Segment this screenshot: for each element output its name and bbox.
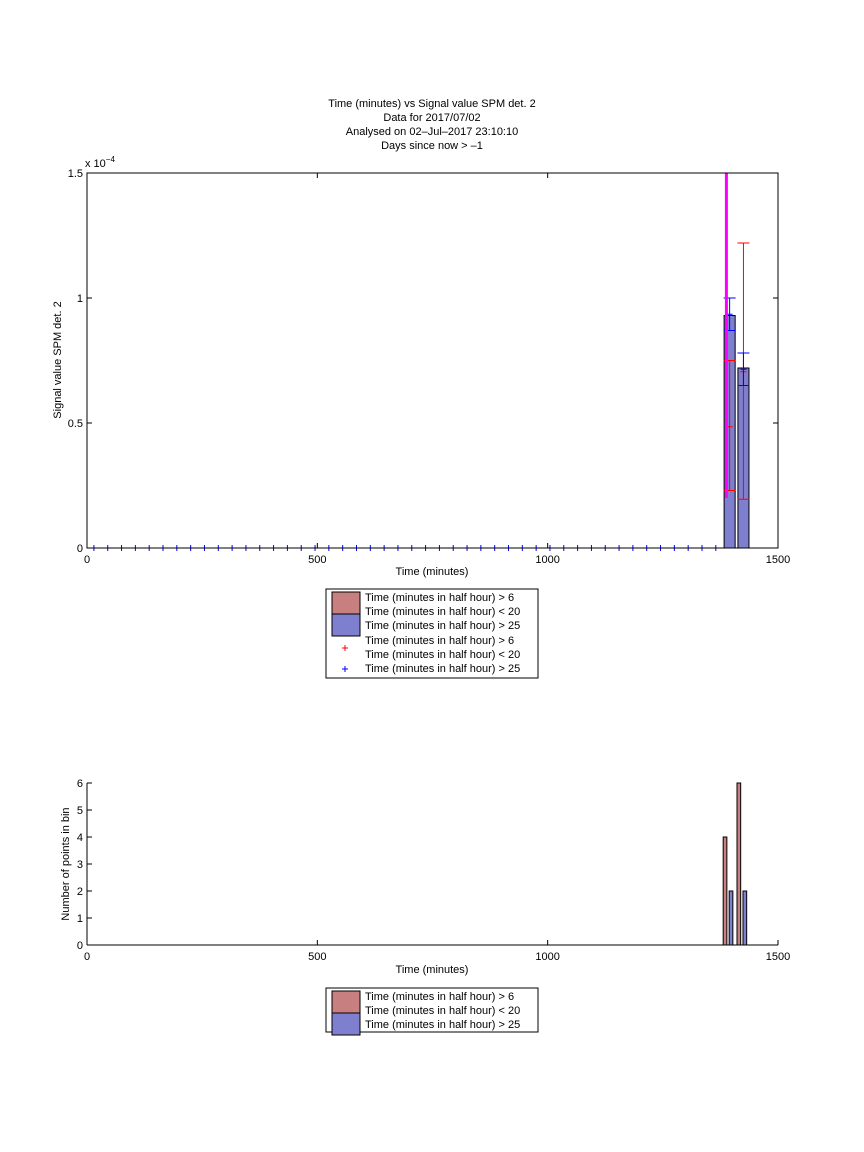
legend2-entry-2: Time (minutes in half hour) < 20 [365, 1005, 520, 1017]
x-tick-label: 500 [308, 951, 326, 963]
y-tick-label: 3 [77, 859, 83, 871]
y-tick-label: 1.5 [68, 168, 83, 180]
y-tick-label: 0.5 [68, 418, 83, 430]
legend2-entry-1: Time (minutes in half hour) > 6 [365, 991, 514, 1003]
count-chart-ticks: 0 500 1000 1500 0 1 2 3 4 5 6 [77, 778, 790, 963]
signal-chart-ylabel: Signal value SPM det. 2 [52, 301, 64, 418]
x-tick-label: 1500 [766, 951, 790, 963]
count-chart-legend: Time (minutes in half hour) > 6 Time (mi… [325, 987, 539, 1036]
x-tick-label: 0 [84, 951, 90, 963]
y-tick-label: 0 [77, 543, 83, 555]
legend2-swatch-red [331, 990, 361, 1014]
y-tick-label: 1 [77, 913, 83, 925]
legend-entry-5: Time (minutes in half hour) < 20 [365, 649, 520, 661]
x-tick-label: 1000 [535, 554, 559, 566]
legend2-swatch-blue [331, 1012, 361, 1036]
legend-entry-1: Time (minutes in half hour) > 6 [365, 592, 514, 604]
y-tick-label: 0 [77, 940, 83, 952]
legend-entry-4: Time (minutes in half hour) > 6 [365, 635, 514, 647]
count-chart-axes [86, 783, 778, 946]
figure-title: Time (minutes) vs Signal value SPM det. … [328, 98, 535, 152]
y-tick-label: 2 [77, 886, 83, 898]
legend-entry-3: Time (minutes in half hour) > 25 [365, 620, 520, 632]
legend2-entry-3: Time (minutes in half hour) > 25 [365, 1019, 520, 1031]
count-chart-ylabel: Number of points in bin [60, 807, 72, 920]
y-tick-label: 5 [77, 805, 83, 817]
signal-chart-axes-box [86, 172, 779, 549]
legend-entry-2: Time (minutes in half hour) < 20 [365, 606, 520, 618]
signal-chart: 0 500 1000 1500 0 0.5 1 1.5 x 10−4 Time (minute… [52, 155, 790, 578]
title-line-2: Data for 2017/07/02 [383, 112, 480, 124]
x-tick-label: 500 [308, 554, 326, 566]
signal-chart-exponent: x 10−4 [85, 155, 115, 170]
signal-chart-marks [90, 173, 750, 551]
count-chart-marks [722, 782, 748, 946]
title-line-4: Days since now > –1 [381, 140, 483, 152]
signal-chart-ticks: 0 500 1000 1500 0 0.5 1 1.5 [68, 168, 791, 566]
legend2-box [325, 987, 539, 1033]
signal-chart-legend: Time (minutes in half hour) > 6 Time (mi… [325, 588, 539, 679]
title-line-1: Time (minutes) vs Signal value SPM det. … [328, 98, 535, 110]
y-tick-label: 4 [77, 832, 83, 844]
count-bar [722, 836, 728, 946]
y-tick-label: 6 [77, 778, 83, 790]
count-bar [736, 782, 742, 946]
legend-plus-blue-icon [342, 666, 348, 672]
signal-chart-xlabel: Time (minutes) [396, 566, 469, 578]
legend-plus-red-icon [342, 645, 348, 651]
count-bar [742, 890, 748, 946]
legend-swatch-blue [331, 613, 361, 637]
y-tick-label: 1 [77, 293, 83, 305]
count-chart-xlabel: Time (minutes) [396, 964, 469, 976]
count-chart: 0 500 1000 1500 0 1 2 3 4 5 6 Time (minutes) Numbe… [60, 778, 790, 976]
count-bar [728, 890, 734, 946]
legend-entry-6: Time (minutes in half hour) > 25 [365, 663, 520, 675]
title-line-3: Analysed on 02–Jul–2017 23:10:10 [346, 126, 518, 138]
x-tick-label: 0 [84, 554, 90, 566]
legend-box [325, 588, 539, 679]
legend-swatch-red [331, 591, 361, 615]
x-tick-label: 1000 [535, 951, 559, 963]
x-tick-label: 1500 [766, 554, 790, 566]
